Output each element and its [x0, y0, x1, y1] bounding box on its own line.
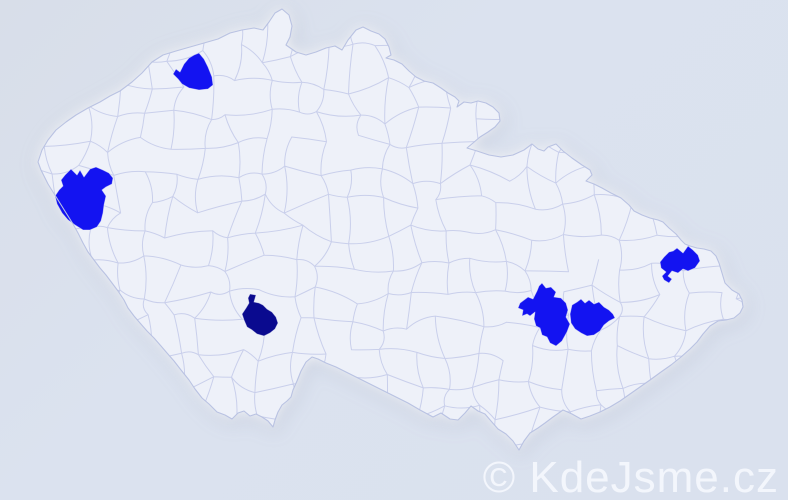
highlight-district-northwest-bohemia [172, 52, 214, 91]
highlight-district-south-bohemia [241, 293, 279, 337]
highlighted-districts [54, 52, 701, 347]
highlight-district-central-moravia-west [517, 282, 571, 347]
watermark: © KdeJsme.cz [483, 453, 779, 500]
highlight-district-central-moravia-east [569, 298, 616, 337]
highlight-district-west-bohemia [54, 166, 114, 231]
country-outline [37, 8, 744, 451]
highlight-district-northeast-moravia [659, 245, 701, 284]
